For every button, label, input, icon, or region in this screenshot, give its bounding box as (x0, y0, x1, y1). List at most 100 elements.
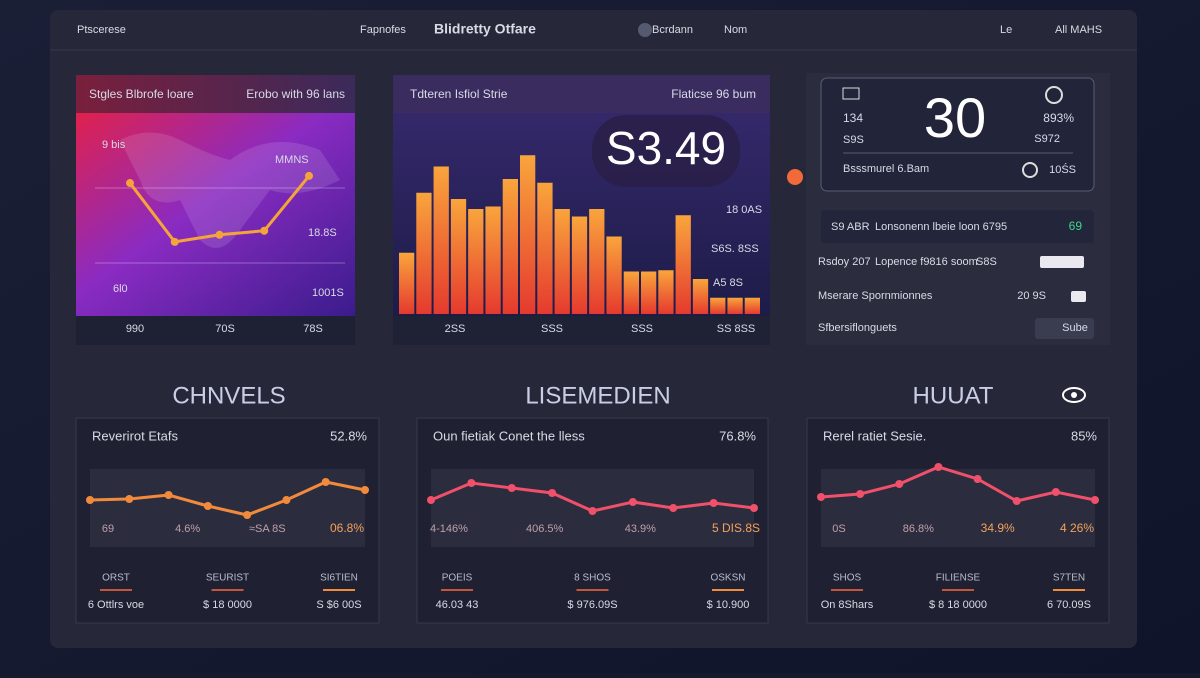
point (628, 498, 637, 506)
icon (842, 87, 860, 100)
icon (1045, 86, 1063, 104)
stat-label: ORST (102, 573, 130, 584)
bar (589, 209, 605, 314)
point (321, 478, 330, 486)
point-label: 86.8% (903, 523, 934, 535)
point (305, 171, 313, 180)
eye-pupil (1071, 392, 1077, 398)
bar (692, 279, 709, 314)
stat-label: SEURIST (206, 573, 249, 584)
point (709, 499, 718, 507)
menu-link[interactable]: Nom (724, 24, 747, 36)
bar (537, 182, 553, 314)
bar (641, 271, 657, 314)
row-text: Lonsonenn lbeie loon 6795 (875, 221, 1007, 233)
panel-title: Stgles Blbrofe loare (89, 87, 194, 101)
stat-text: 893% (1043, 111, 1074, 125)
point (934, 463, 943, 471)
point-label: 4-146% (430, 523, 468, 535)
bar (675, 215, 691, 314)
indicator-dot (787, 169, 803, 185)
language[interactable]: Le (1000, 24, 1012, 36)
map-label: 1001S (312, 287, 344, 299)
point-label: ≈SA 8S (249, 523, 286, 535)
point (973, 475, 982, 483)
row-value: S8S (976, 256, 997, 268)
point (427, 496, 435, 504)
point (203, 502, 212, 510)
stat-value: 6 Ottlrs voe (88, 599, 144, 611)
point (548, 489, 557, 497)
point-label: 4 26% (1060, 521, 1094, 535)
bar (658, 270, 674, 314)
line (89, 480, 366, 517)
x-label: SSS (631, 323, 653, 335)
side-label: S6S. 8SS (711, 243, 759, 255)
bar (468, 209, 484, 314)
stat-label: SHOS (833, 573, 862, 584)
stat-value: On 8Shars (821, 599, 874, 611)
bar (416, 192, 432, 314)
stat-label: OSKSN (710, 573, 745, 584)
point (817, 493, 825, 501)
bar (571, 216, 588, 314)
map-label: 6l0 (113, 283, 128, 295)
point-label: 34.9% (981, 521, 1015, 535)
bar (710, 297, 726, 314)
line (820, 465, 1096, 503)
x-label: SSS (541, 323, 563, 335)
point-label: 69 (102, 523, 114, 535)
button[interactable] (1035, 318, 1094, 339)
point (170, 237, 179, 246)
brand[interactable]: Ptscerese (77, 24, 126, 36)
point-label: 0S (832, 523, 845, 535)
stat-value: 6 70.09S (1047, 599, 1091, 611)
slider[interactable] (1040, 256, 1084, 268)
x-label: 78S (303, 323, 323, 335)
x-label: 70S (215, 323, 235, 335)
toggle[interactable] (1022, 162, 1038, 178)
x-label: SS 8SS (717, 323, 756, 335)
stat-value: 46.03 43 (436, 599, 479, 611)
point (856, 490, 865, 498)
bar (727, 297, 743, 314)
point (282, 496, 291, 504)
stat-footer: Bsssmurel 6.Bam (843, 163, 929, 175)
row-label: Rsdoy 207 (818, 256, 871, 268)
point (1012, 497, 1021, 505)
button-label[interactable]: Sube (1062, 322, 1088, 334)
point (895, 480, 904, 488)
search-label[interactable]: Bcrdann (652, 24, 693, 36)
bar (450, 199, 467, 314)
card-title: Rerel ratiet Sesie. (823, 428, 926, 443)
nav-link[interactable]: Fapnofes (360, 24, 406, 36)
stat-text: S9S (843, 134, 864, 146)
map-label: 18.8S (308, 227, 337, 239)
panel-subtitle: Flaticse 96 bum (671, 87, 756, 101)
point (361, 486, 369, 494)
map-label: MMNS (275, 154, 309, 166)
search-icon[interactable] (638, 23, 652, 37)
account[interactable]: All MAHS (1055, 24, 1102, 36)
point (243, 511, 252, 519)
point (588, 507, 597, 515)
checkbox[interactable] (1071, 291, 1086, 302)
card-title: Oun fietiak Conet the lless (433, 428, 585, 443)
section-title: LISEMEDIEN (525, 382, 670, 409)
stat-label: S7TEN (1053, 573, 1085, 584)
card-value: 85% (1071, 428, 1097, 443)
point (669, 504, 678, 512)
point-label: 406.5% (526, 523, 564, 535)
point-label: 06.8% (330, 521, 364, 535)
point (750, 504, 758, 512)
row-code: S9 ABR (831, 221, 870, 233)
point (260, 226, 269, 235)
price-pill (592, 115, 740, 187)
side-label: A5 8S (713, 277, 743, 289)
bar (485, 206, 501, 314)
point-label: 5 DIS.8S (712, 521, 760, 535)
eye-icon[interactable] (1062, 387, 1086, 403)
stat-value: $ 8 18 0000 (929, 599, 987, 611)
stat-label: 8 SHOS (574, 573, 611, 584)
